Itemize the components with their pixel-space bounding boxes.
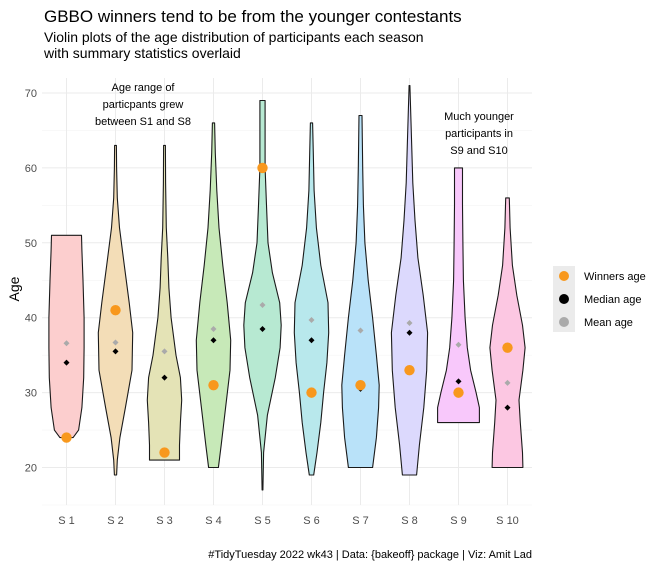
y-axis: 20 30 40 50 60 70 (25, 88, 37, 475)
y-tick-label: 70 (25, 88, 37, 100)
summary-points (61, 162, 513, 458)
mean-point (357, 327, 364, 334)
y-tick-label: 30 (25, 388, 37, 400)
median-point (308, 337, 315, 344)
winner-point (61, 432, 72, 443)
winner-point (257, 162, 268, 174)
chart-subtitle-line-1: Violin plots of the age distribution of … (44, 29, 424, 45)
violin-s7 (341, 114, 380, 469)
mean-point (308, 316, 315, 323)
annotation-s9-s10: Much younger participants in S9 and S10 (444, 111, 514, 157)
violin-s9 (437, 167, 480, 424)
annotation-line: S9 and S10 (450, 145, 508, 157)
x-axis: S 1 S 2 S 3 S 4 S 5 S 6 S 7 S 8 S 9 S 10 (58, 515, 519, 527)
y-tick-label: 20 (25, 463, 37, 475)
median-point (455, 378, 462, 385)
winner-point (110, 305, 121, 316)
y-tick-label: 50 (25, 238, 37, 250)
annotation-line: participants in (445, 128, 513, 140)
mean-point (455, 341, 462, 348)
x-tick-label: S 3 (156, 515, 173, 527)
violin-s3 (146, 144, 183, 461)
violin-s8 (390, 84, 429, 476)
winner-point (208, 379, 219, 391)
legend-mean-marker (559, 317, 569, 327)
mean-point (63, 340, 70, 347)
mean-point (210, 325, 217, 332)
median-point (112, 348, 119, 355)
mean-point (406, 319, 413, 326)
median-point (63, 359, 70, 366)
x-tick-label: S 8 (401, 515, 418, 527)
mean-point (259, 301, 266, 308)
chart-title: GBBO winners tend to be from the younger… (44, 7, 462, 26)
y-tick-label: 40 (25, 313, 37, 325)
legend-winner-marker (559, 271, 569, 281)
x-tick-label: S 4 (205, 515, 222, 527)
mean-point (112, 339, 119, 346)
winner-point (159, 447, 170, 458)
annotation-line: Age range of (112, 82, 176, 94)
annotation-line: Much younger (444, 111, 514, 123)
mean-point (161, 348, 168, 355)
violin-s5 (243, 99, 282, 491)
median-point (504, 404, 511, 411)
annotation-line: between S1 and S8 (95, 116, 191, 128)
x-tick-label: S 7 (352, 515, 369, 527)
x-tick-label: S 6 (303, 515, 320, 527)
legend: Winners age Median age Mean age (553, 266, 646, 332)
x-tick-label: S 2 (107, 515, 124, 527)
x-tick-label: S 10 (496, 515, 519, 527)
winner-point (453, 387, 464, 398)
legend-median-marker (559, 294, 569, 304)
median-point (259, 325, 266, 332)
y-tick-label: 60 (25, 163, 37, 175)
median-point (406, 329, 413, 336)
violin-s1 (48, 234, 85, 439)
median-point (210, 337, 217, 344)
x-tick-label: S 1 (58, 515, 75, 527)
annotation-line: particpants grew (103, 99, 184, 111)
winner-point (502, 342, 513, 353)
legend-label-mean: Mean age (584, 317, 633, 329)
y-axis-title: Age (6, 276, 22, 301)
chart-subtitle-line-2: with summary statistics overlaid (43, 45, 241, 61)
violin-s10 (489, 197, 526, 469)
winner-point (355, 379, 366, 391)
winner-point (404, 364, 415, 376)
annotation-s1-s8: Age range of particpants grew between S1… (95, 82, 191, 128)
winner-point (306, 387, 317, 398)
violin-s6 (293, 122, 330, 476)
legend-label-winners: Winners age (584, 271, 646, 283)
legend-label-median: Median age (584, 294, 642, 306)
median-point (161, 374, 168, 381)
x-tick-label: S 5 (254, 515, 271, 527)
chart-caption: #TidyTuesday 2022 wk43 | Data: {bakeoff}… (208, 549, 532, 561)
mean-point (504, 379, 511, 386)
x-tick-label: S 9 (450, 515, 467, 527)
violin-s4 (195, 122, 232, 469)
